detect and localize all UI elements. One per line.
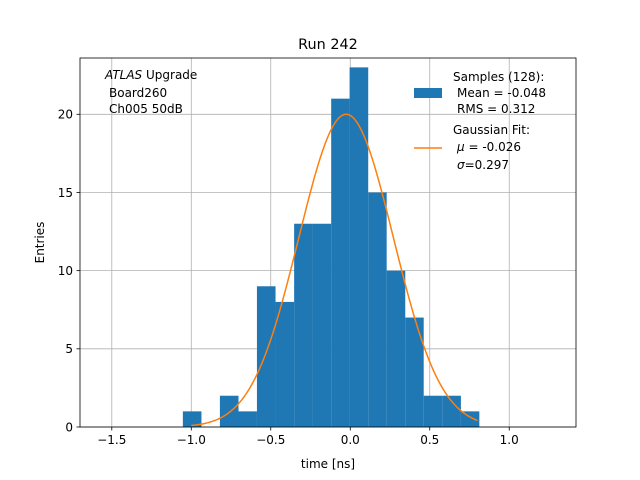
legend-sigma-symbol: σ	[457, 158, 465, 172]
x-axis-label: time [ns]	[301, 457, 355, 471]
legend-fit-line-1: Gaussian Fit:	[453, 123, 530, 137]
x-tick-label-3: 0.0	[341, 433, 360, 447]
histogram-bar-7	[312, 223, 332, 427]
histogram-bar-14	[442, 395, 461, 427]
plot-frame	[79, 57, 577, 428]
histogram-bar-15	[460, 411, 480, 427]
histogram-bar-11	[386, 270, 406, 427]
legend-fit-line-3: σ=0.297	[457, 158, 509, 172]
x-tick-label-5: 1.0	[500, 433, 519, 447]
histogram-bar-13	[423, 395, 443, 427]
y-tick-label-0: 0	[65, 420, 73, 434]
y-tick-label-1: 5	[65, 342, 73, 356]
annotation-line-1: ATLAS Upgrade	[104, 68, 197, 82]
legend-samples-line-3: RMS = 0.312	[457, 102, 535, 116]
y-axis-label: Entries	[33, 222, 47, 264]
legend: Samples (128): Mean = -0.048 RMS = 0.312…	[414, 70, 546, 172]
x-tick-label-2: −0.5	[256, 433, 285, 447]
legend-samples-line-1: Samples (128):	[453, 70, 544, 84]
legend-mu-value: = -0.026	[465, 140, 521, 154]
histogram-bar-0	[182, 411, 202, 427]
legend-sigma-value: =0.297	[465, 158, 509, 172]
y-axis-ticks: 0 5 10 15 20	[58, 108, 80, 434]
histogram-bar-9	[349, 67, 369, 428]
x-tick-label-0: −1.5	[97, 433, 126, 447]
x-tick-label-4: 0.5	[420, 433, 439, 447]
legend-samples-swatch	[414, 88, 442, 98]
y-tick-label-3: 15	[58, 186, 73, 200]
x-axis-ticks: −1.5 −1.0 −0.5 0.0 0.5 1.0	[97, 427, 519, 447]
annotation-upgrade: Upgrade	[142, 68, 197, 82]
histogram-bar-8	[331, 98, 350, 428]
histogram-bars	[182, 67, 480, 428]
annotation-atlas: ATLAS	[104, 68, 143, 82]
annotation-line-3: Ch005 50dB	[109, 102, 183, 116]
y-tick-label-2: 10	[58, 264, 73, 278]
histogram-bar-2	[219, 395, 239, 427]
histogram-bar-3	[238, 411, 257, 427]
annotation-block: ATLAS Upgrade Board260 Ch005 50dB	[104, 68, 197, 116]
legend-fit-line-2: μ = -0.026	[456, 140, 521, 154]
chart-title: Run 242	[298, 37, 358, 53]
legend-mu-symbol: μ	[456, 140, 465, 154]
x-tick-label-1: −1.0	[177, 433, 206, 447]
gaussian-fit-curve	[191, 113, 478, 427]
histogram-bar-12	[405, 317, 424, 427]
y-tick-label-4: 20	[58, 108, 73, 122]
histogram-bar-5	[275, 301, 295, 427]
legend-samples-line-2: Mean = -0.048	[457, 86, 546, 100]
annotation-line-2: Board260	[109, 86, 167, 100]
histogram-bar-10	[368, 192, 387, 427]
histogram-bar-4	[256, 286, 276, 427]
histogram-bar-6	[294, 223, 313, 427]
